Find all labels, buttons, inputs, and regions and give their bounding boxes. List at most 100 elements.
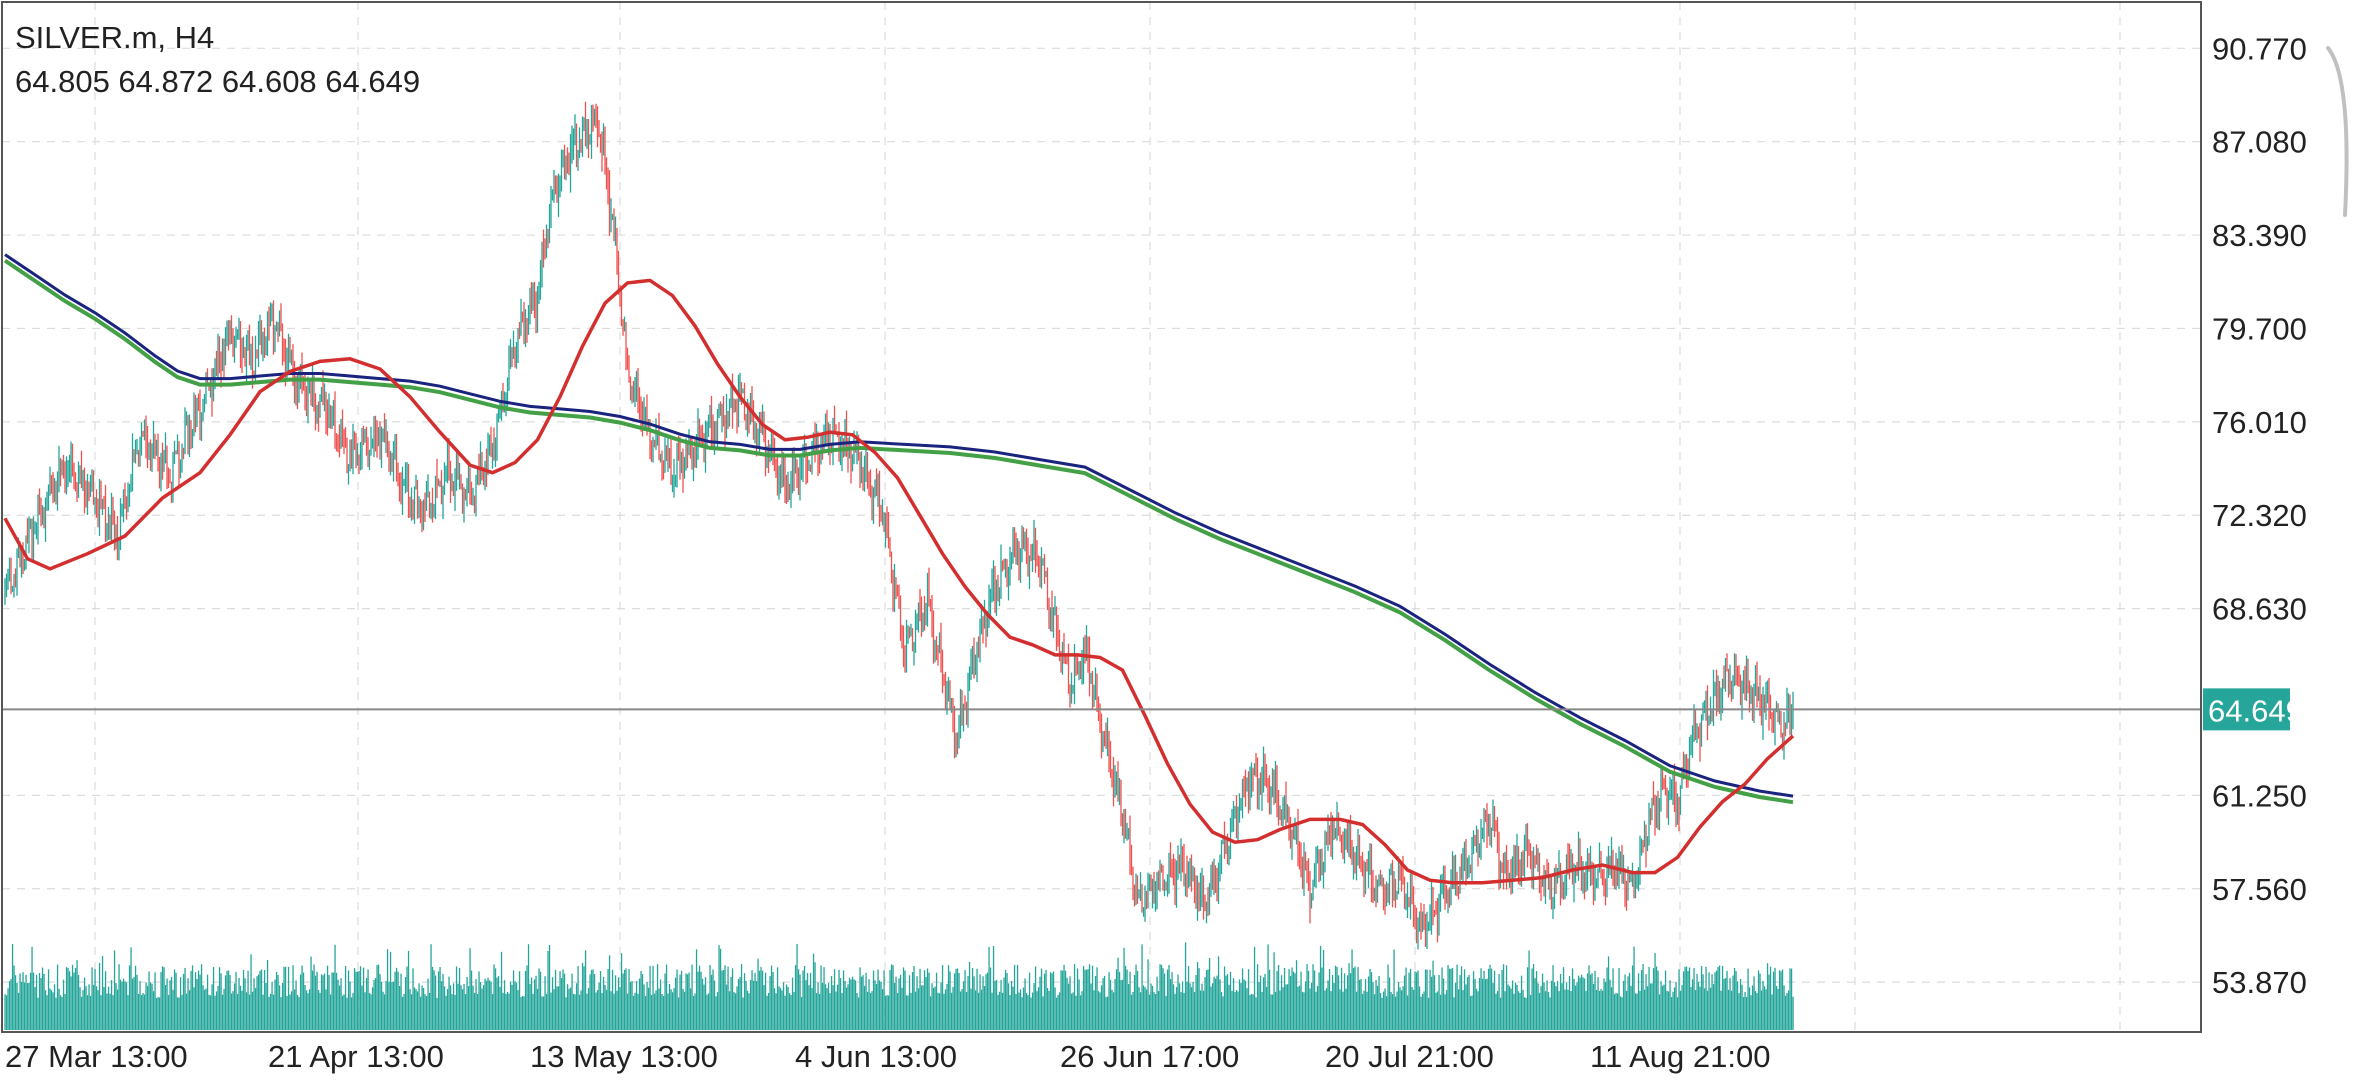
volume-bar: [505, 993, 507, 1030]
volume-bar: [278, 985, 281, 1030]
volume-bar: [76, 960, 78, 1030]
y-tick-label: 68.630: [2212, 592, 2307, 627]
volume-bar: [1625, 990, 1628, 1030]
volume-bar: [965, 992, 968, 1030]
scroll-indicator[interactable]: [2326, 46, 2349, 217]
volume-bar: [739, 976, 741, 1030]
volume-bar: [895, 976, 897, 1030]
volume-bar: [122, 978, 125, 1030]
volume-bar: [514, 981, 516, 1030]
volume-bar: [775, 993, 777, 1030]
volume-bar: [1459, 975, 1461, 1030]
volume-bar: [236, 994, 239, 1030]
volume-bar: [944, 989, 947, 1030]
volume-bar: [947, 965, 950, 1030]
candlesticks: [4, 101, 1794, 950]
volume-bar: [1061, 970, 1064, 1030]
last-price-tag-label: 64.649: [2208, 693, 2303, 728]
volume-bar: [232, 991, 234, 1030]
volume-bar: [1532, 964, 1535, 1030]
volume-bar: [629, 981, 632, 1030]
volume-bar: [47, 969, 50, 1030]
volume-bar: [1177, 974, 1179, 1030]
volume-bar: [544, 976, 546, 1030]
volume-bar: [1321, 967, 1323, 1030]
volume-bar: [1114, 979, 1116, 1030]
volume-bar: [64, 993, 66, 1030]
volume-bar: [1358, 979, 1361, 1030]
volume-bar: [433, 970, 435, 1030]
volume-bar: [1481, 978, 1484, 1030]
volume-bar: [1592, 983, 1595, 1030]
volume-bar: [1055, 997, 1058, 1030]
volume-bar: [1516, 984, 1518, 1030]
volume-bar: [415, 989, 417, 1030]
volume-bar: [1789, 968, 1791, 1030]
volume-bar: [772, 971, 774, 1030]
volume-bar: [1463, 969, 1466, 1030]
volume-bar: [404, 977, 407, 1030]
volume-bar: [976, 968, 978, 1030]
volume-bar: [1501, 969, 1503, 1030]
volume-bar: [1156, 976, 1158, 1030]
volume-bar: [1267, 944, 1269, 1030]
volume-bar: [623, 969, 626, 1030]
volume-bar: [1534, 978, 1536, 1030]
volume-bar: [1658, 994, 1661, 1030]
volume-bar: [86, 995, 89, 1030]
volume-bar: [1222, 996, 1224, 1030]
volume-bar: [1528, 950, 1530, 1030]
volume-bar: [193, 987, 195, 1030]
volume-bar: [1565, 982, 1568, 1030]
volume-bar: [1016, 964, 1019, 1030]
volume-bar: [1673, 987, 1676, 1030]
volume-bar: [1285, 984, 1287, 1030]
volume-bar: [1085, 969, 1088, 1030]
volume-bar: [1682, 971, 1685, 1030]
volume-bar: [1409, 968, 1412, 1030]
volume-bar: [61, 996, 63, 1030]
volume-bar: [548, 944, 551, 1030]
volume-bar: [1460, 966, 1463, 1030]
volume-bar: [1445, 990, 1448, 1030]
volume-bar: [97, 990, 99, 1030]
volume-bar: [1009, 995, 1011, 1030]
volume-bar: [457, 983, 459, 1030]
volume-bar: [1090, 983, 1092, 1030]
volume-bar: [502, 992, 504, 1030]
volume-bar: [745, 980, 747, 1030]
volume-bar: [691, 964, 693, 1030]
volume-bar: [1637, 973, 1640, 1030]
volume-bar: [286, 995, 288, 1030]
volume-bar: [1741, 984, 1743, 1030]
volume-bar: [979, 974, 981, 1030]
volume-bar: [545, 993, 548, 1030]
volume-bar: [797, 969, 800, 1030]
volume-bar: [922, 985, 924, 1030]
volume-bar: [364, 992, 366, 1030]
volume-bar: [926, 968, 929, 1030]
volume-bar: [640, 970, 642, 1030]
volume-bar: [881, 989, 884, 1030]
volume-bar: [199, 974, 201, 1030]
volume-bar: [304, 985, 306, 1030]
volume-bar: [235, 972, 237, 1030]
volume-bar: [211, 984, 213, 1030]
plot-frame: [1, 1, 2202, 1033]
volume-bar: [499, 986, 501, 1030]
volume-bar: [425, 996, 428, 1030]
volume-bar: [908, 975, 911, 1030]
volume-bar: [1438, 975, 1440, 1030]
volume-bar: [844, 981, 846, 1030]
volume-bar: [1264, 973, 1266, 1030]
volume-bar: [584, 950, 587, 1030]
volume-bar: [29, 972, 32, 1030]
volume-bar: [319, 992, 321, 1030]
volume-bar: [1564, 989, 1566, 1030]
volume-bar: [239, 985, 242, 1030]
volume-bar: [166, 978, 168, 1030]
volume-bar: [178, 997, 180, 1030]
volume-bar: [1133, 975, 1136, 1030]
volume-bar: [998, 991, 1001, 1030]
